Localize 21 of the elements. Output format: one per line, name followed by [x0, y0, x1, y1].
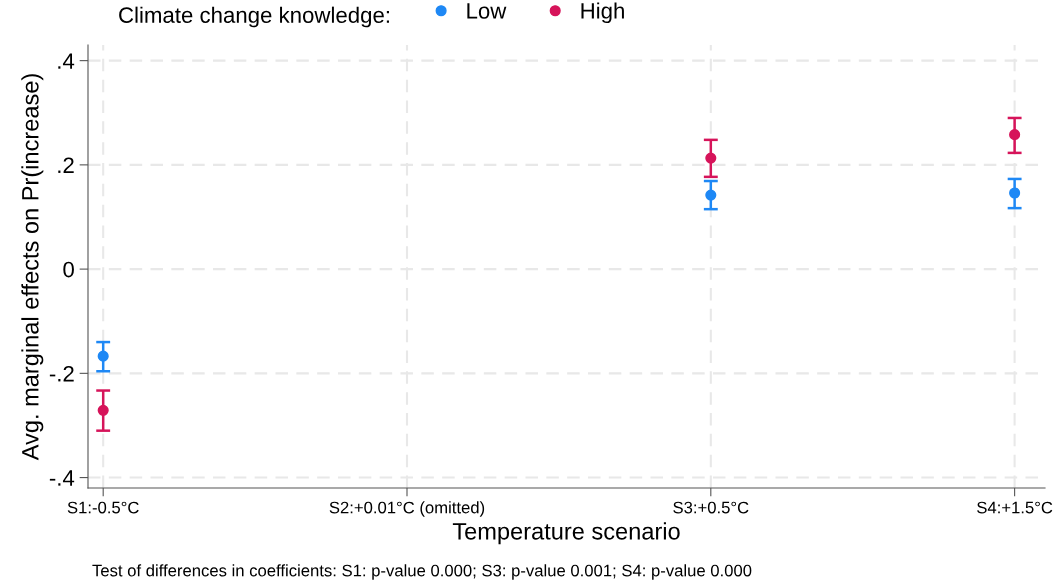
y-tick-label: .2 — [58, 157, 74, 173]
point — [1009, 129, 1021, 141]
point — [97, 404, 109, 416]
point — [97, 350, 109, 362]
x-tick-label: S2:+0.01°C (omitted) — [329, 501, 485, 517]
y-tick-label: 0 — [63, 261, 74, 278]
text: Test of differences in coefficients: S1: p-value 0.000; S3: p-value 0.001; S4: p-value 0.000 — [92, 564, 752, 580]
x-tick-label: S4:+1.5°C — [977, 501, 1053, 514]
legend-title: Climate change knowledge: — [119, 6, 389, 28]
point — [705, 189, 717, 201]
y-tick-label: -.4 — [49, 470, 75, 486]
legend-label: Low — [467, 3, 507, 19]
legend-label: High — [581, 2, 624, 24]
x-axis-title: Temperature scenario — [452, 522, 680, 545]
x-tick-label: S3:+0.5°C — [673, 501, 749, 514]
x-tick-label: S1:-0.5°C — [67, 501, 139, 514]
point — [1009, 187, 1021, 199]
y-tick-label: -.2 — [49, 365, 74, 382]
y-axis-title: Avg. marginal effects on Pr(increase) — [21, 74, 44, 461]
y-tick-label: .4 — [58, 53, 75, 69]
point — [705, 152, 717, 164]
